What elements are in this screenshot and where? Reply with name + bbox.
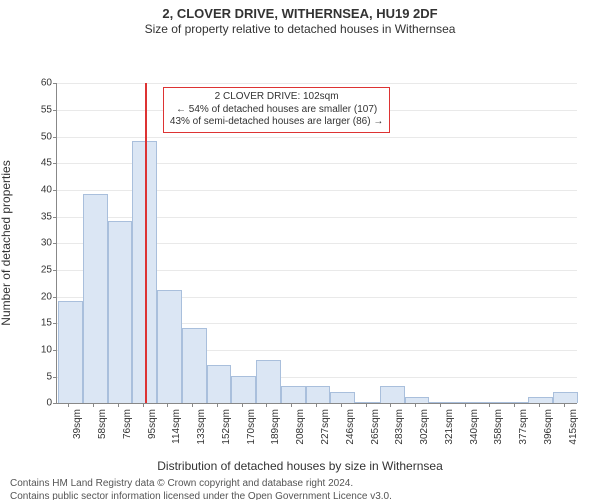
x-axis-label: Distribution of detached houses by size … <box>0 459 600 473</box>
x-tick-label: 208sqm <box>295 409 306 445</box>
x-tick-label: 152sqm <box>221 409 232 445</box>
histogram-bar <box>479 402 504 403</box>
chart-area: Number of detached properties 2 CLOVER D… <box>0 37 600 455</box>
x-tick-label: 321sqm <box>444 409 455 445</box>
histogram-bar <box>504 402 529 403</box>
y-tick-label: 50 <box>24 131 52 142</box>
histogram-bar <box>182 328 207 404</box>
histogram-bar <box>281 386 306 403</box>
y-tick-label: 35 <box>24 211 52 222</box>
footer-line-2: Contains public sector information licen… <box>10 490 590 500</box>
x-tick-label: 246sqm <box>345 409 356 445</box>
x-tick-label: 189sqm <box>270 409 281 445</box>
y-tick-label: 30 <box>24 238 52 249</box>
histogram-bar <box>528 397 553 403</box>
histogram-bar <box>405 397 430 403</box>
grid-line <box>57 137 577 138</box>
histogram-bar <box>157 290 182 403</box>
y-tick-label: 15 <box>24 318 52 329</box>
x-tick-label: 415sqm <box>568 409 579 445</box>
histogram-bar <box>454 402 479 403</box>
x-tick-label: 302sqm <box>419 409 430 445</box>
x-tick-label: 133sqm <box>196 409 207 445</box>
x-tick-label: 95sqm <box>147 409 158 439</box>
histogram-bar <box>83 194 108 403</box>
x-tick-label: 265sqm <box>370 409 381 445</box>
page-subtitle: Size of property relative to detached ho… <box>0 22 600 37</box>
x-tick-label: 39sqm <box>72 409 83 439</box>
y-tick-label: 25 <box>24 264 52 275</box>
x-tick-label: 377sqm <box>518 409 529 445</box>
x-tick-label: 58sqm <box>97 409 108 439</box>
x-tick-label: 76sqm <box>122 409 133 439</box>
x-tick-label: 283sqm <box>394 409 405 445</box>
x-tick-label: 340sqm <box>469 409 480 445</box>
histogram-bar <box>355 402 380 403</box>
x-tick-label: 170sqm <box>246 409 257 445</box>
reference-line <box>145 83 147 403</box>
histogram-bar <box>207 365 232 403</box>
y-tick-label: 40 <box>24 184 52 195</box>
histogram-bar <box>553 392 578 404</box>
histogram-bar <box>330 392 355 404</box>
histogram-bar <box>306 386 331 403</box>
x-tick-label: 358sqm <box>493 409 504 445</box>
histogram-bar <box>58 301 83 403</box>
y-tick-label: 20 <box>24 291 52 302</box>
x-tick-label: 114sqm <box>171 409 182 444</box>
annotation-box: 2 CLOVER DRIVE: 102sqm← 54% of detached … <box>163 87 390 133</box>
y-tick-label: 55 <box>24 104 52 115</box>
y-tick-label: 60 <box>24 78 52 89</box>
grid-line <box>57 83 577 84</box>
annotation-line: 43% of semi-detached houses are larger (… <box>170 116 383 129</box>
histogram-bar <box>108 221 133 403</box>
y-axis-label: Number of detached properties <box>0 161 13 326</box>
histogram-bar <box>256 360 281 404</box>
plot-region: 2 CLOVER DRIVE: 102sqm← 54% of detached … <box>56 83 577 404</box>
y-tick-label: 5 <box>24 371 52 382</box>
x-tick-label: 396sqm <box>543 409 554 445</box>
histogram-bar <box>380 386 405 403</box>
annotation-line: ← 54% of detached houses are smaller (10… <box>170 104 383 117</box>
histogram-bar <box>231 376 256 404</box>
page-title-address: 2, CLOVER DRIVE, WITHERNSEA, HU19 2DF <box>0 6 600 22</box>
y-tick-label: 10 <box>24 344 52 355</box>
x-tick-label: 227sqm <box>320 409 331 445</box>
y-tick-label: 0 <box>24 398 52 409</box>
footer-line-1: Contains HM Land Registry data © Crown c… <box>10 477 590 490</box>
y-tick-label: 45 <box>24 158 52 169</box>
annotation-line: 2 CLOVER DRIVE: 102sqm <box>170 91 383 104</box>
histogram-bar <box>429 402 454 403</box>
